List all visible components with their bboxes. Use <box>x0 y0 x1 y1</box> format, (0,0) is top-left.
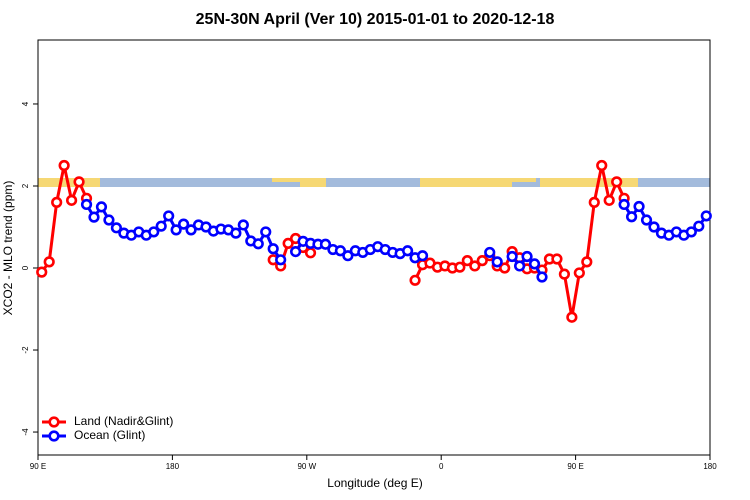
data-point <box>528 258 541 270</box>
data-point <box>469 260 481 272</box>
x-tick-label: 90 W <box>297 462 316 471</box>
series-line <box>413 165 626 318</box>
data-point <box>73 176 85 188</box>
y-tick-label: 4 <box>21 101 30 106</box>
data-point <box>491 256 503 268</box>
data-point <box>402 245 414 257</box>
data-point <box>230 227 242 239</box>
data-point <box>409 274 421 286</box>
data-point <box>454 261 466 273</box>
data-point <box>506 250 518 263</box>
y-tick-label: -2 <box>21 346 30 354</box>
data-point <box>603 194 615 206</box>
x-tick-label: 90 E <box>567 462 583 471</box>
data-point <box>260 226 272 238</box>
y-tick-label: -4 <box>21 428 30 436</box>
legend-marker <box>48 416 60 428</box>
data-point <box>416 250 429 262</box>
data-point <box>521 250 533 263</box>
x-tick-label: 0 <box>439 462 444 471</box>
chart-title: 25N-30N April (Ver 10) 2015-01-01 to 202… <box>196 11 555 28</box>
data-point <box>88 211 100 223</box>
data-point <box>80 198 93 211</box>
data-point <box>596 159 608 172</box>
y-tick-label: 2 <box>21 183 30 188</box>
data-point <box>536 271 548 283</box>
data-point <box>640 214 653 226</box>
data-point <box>633 200 645 213</box>
data-point <box>685 226 697 238</box>
y-axis-label: XCO2 - MLO trend (ppm) <box>1 181 15 316</box>
data-point <box>342 250 354 262</box>
data-point <box>290 246 302 258</box>
data-point <box>163 210 175 222</box>
data-point <box>304 247 317 259</box>
plot-frame <box>37 39 711 456</box>
data-point <box>267 243 279 255</box>
data-point <box>484 246 496 259</box>
data-point <box>618 198 630 211</box>
legend-label: Ocean (Glint) <box>74 428 145 442</box>
data-point <box>282 237 294 249</box>
data-point <box>103 214 115 226</box>
data-point <box>513 260 526 272</box>
data-point <box>43 256 55 268</box>
data-point <box>461 255 473 267</box>
data-point <box>252 238 264 250</box>
data-point <box>693 220 705 232</box>
data-point <box>611 176 623 188</box>
data-point <box>551 253 563 265</box>
data-point <box>700 210 712 222</box>
data-point <box>625 211 638 223</box>
data-point <box>476 255 488 267</box>
data-point <box>334 245 347 257</box>
data-point <box>499 262 511 274</box>
data-point <box>95 201 108 213</box>
data-point <box>51 196 63 208</box>
legend-marker <box>48 430 60 442</box>
data-point <box>648 221 660 233</box>
data-point <box>65 194 78 206</box>
data-point <box>573 267 585 279</box>
data-point <box>178 218 190 230</box>
land-mask-strip <box>38 178 710 187</box>
data-point <box>170 224 182 236</box>
y-tick-label: 0 <box>21 265 30 270</box>
x-tick-label: 90 E <box>30 462 46 471</box>
data-point <box>110 222 122 234</box>
x-tick-label: 180 <box>166 462 180 471</box>
data-point <box>558 268 571 280</box>
data-point <box>58 159 70 172</box>
data-point <box>566 311 578 323</box>
data-point <box>155 220 167 232</box>
x-tick-label: 180 <box>703 462 717 471</box>
data-point <box>36 266 48 278</box>
data-point <box>148 226 160 238</box>
data-point <box>319 238 332 250</box>
data-point <box>581 256 593 268</box>
data-point <box>275 254 287 266</box>
data-point <box>237 219 249 231</box>
data-point <box>185 224 197 236</box>
x-axis-label: Longitude (deg E) <box>327 476 422 490</box>
data-point <box>588 196 600 208</box>
legend-label: Land (Nadir&Glint) <box>74 414 173 428</box>
